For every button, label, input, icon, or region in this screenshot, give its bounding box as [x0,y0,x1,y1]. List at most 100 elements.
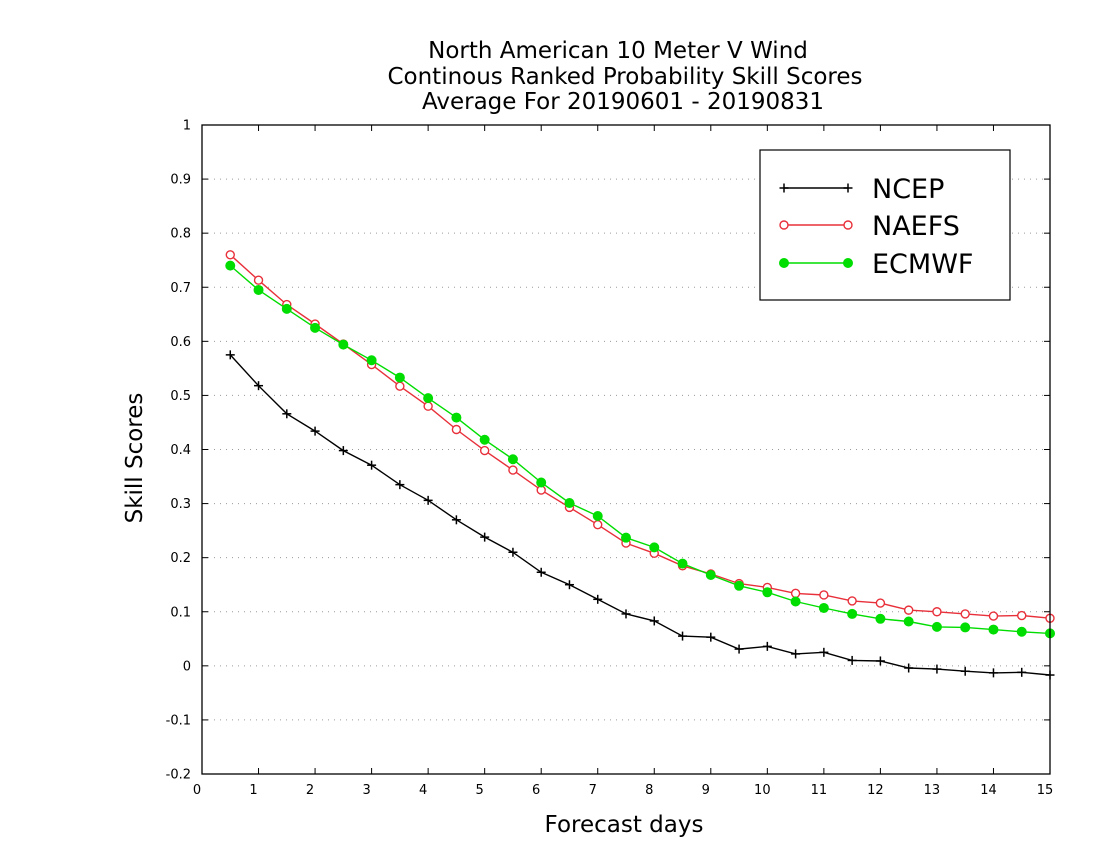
data-point-ecmwf [875,613,886,624]
data-point-naefs [423,401,433,411]
data-point-ncep [621,609,631,619]
data-point-ncep [706,632,716,642]
x-tick-label: 12 [867,783,884,798]
data-point-ecmwf [903,616,914,627]
data-point-ncep [564,580,574,590]
legend-label-naefs: NAEFS [872,211,960,242]
y-tick-label: 0.1 [170,605,191,620]
data-point-naefs [960,609,970,619]
legend-marker-ncep [843,183,853,193]
data-point-naefs [1017,610,1027,621]
data-point-naefs [903,605,914,615]
data-point-ecmwf [705,569,716,580]
data-point-ncep [593,594,603,604]
y-tick-label: 1 [183,119,191,134]
series-ncep [225,350,1055,680]
data-point-ncep [819,647,829,657]
data-point-ncep [875,656,885,666]
data-point-ecmwf [423,393,434,404]
data-point-ncep [225,350,235,360]
data-point-ncep [678,631,688,641]
x-tick-label: 10 [754,783,771,798]
x-tick-label: 15 [1037,783,1054,798]
data-point-ncep [480,532,490,542]
data-point-ecmwf [988,624,999,635]
data-point-naefs [451,424,462,435]
data-series [225,250,1055,680]
data-point-naefs [790,588,801,599]
x-tick-label: 1 [249,783,257,798]
data-point-ecmwf [536,477,547,488]
x-tick-label: 11 [811,783,828,798]
x-tick-label: 2 [306,783,314,798]
data-point-ncep [988,668,998,678]
data-point-ncep [508,547,518,557]
y-tick-label: -0.2 [166,768,191,783]
data-point-naefs [988,611,999,621]
data-point-ncep [310,426,320,436]
data-point-ecmwf [818,602,829,613]
y-tick-label: 0.7 [170,281,191,296]
y-tick-label: 0.5 [170,389,191,404]
chart-title-line-1: North American 10 Meter V Wind [428,38,808,64]
legend-item-naefs: NAEFS [779,211,960,242]
x-tick-label: 3 [362,783,370,798]
data-point-ecmwf [253,284,264,295]
chart-title: North American 10 Meter V Wind Continous… [387,38,862,115]
data-point-ncep [791,649,801,659]
data-point-naefs [875,598,886,608]
data-point-ncep [960,666,970,676]
series-line-naefs [229,254,1051,619]
data-point-ecmwf [564,498,575,509]
data-point-ncep [254,381,264,391]
data-point-ecmwf [734,580,745,591]
y-tick-label: 0.8 [170,227,191,242]
series-line-ncep [229,354,1051,676]
data-point-ecmwf [592,511,603,522]
data-point-naefs [225,250,235,260]
series-naefs [225,250,1055,623]
data-point-ncep [451,515,461,525]
y-tick-label: 0.4 [170,443,191,458]
x-tick-label: 13 [924,783,941,798]
data-point-ecmwf [621,532,631,543]
data-point-naefs [508,465,518,475]
data-point-ncep [367,460,377,470]
data-point-ncep [536,567,546,577]
y-tick-label: 0 [183,659,191,674]
y-tick-label: 0.6 [170,335,191,350]
data-point-ecmwf [1016,626,1027,637]
data-point-ncep [395,480,405,490]
data-point-naefs [253,275,264,285]
data-point-ecmwf [281,303,292,314]
y-tick-label: 0.3 [170,497,191,512]
data-point-ecmwf [649,542,660,553]
x-tick-label: 6 [532,783,540,798]
data-point-ncep [734,644,744,654]
data-point-ecmwf [479,434,490,445]
data-point-ncep [338,446,348,456]
y-tick-label: -0.1 [166,713,191,728]
legend-item-ecmwf: ECMWF [779,249,973,280]
data-point-ncep [762,641,772,651]
data-point-ecmwf [931,621,942,632]
chart-title-line-2: Continous Ranked Probability Skill Score… [387,64,862,90]
x-tick-label: 5 [476,783,484,798]
data-point-naefs [819,590,829,600]
x-tick-label: 14 [980,783,997,798]
data-point-ecmwf [366,355,377,366]
legend-marker-ecmwf [779,258,789,268]
legend-marker-naefs [843,220,853,230]
x-tick-label: 8 [645,783,653,798]
data-point-ecmwf [451,412,462,423]
legend-item-ncep: NCEP [779,174,944,205]
x-axis-label: Forecast days [545,812,704,838]
data-point-ncep [1017,667,1027,677]
data-point-ncep [847,655,857,665]
chart-title-line-3: Average For 20190601 - 20190831 [422,89,824,115]
data-point-naefs [593,519,603,530]
data-point-ncep [282,409,292,419]
x-tick-label: 7 [589,783,597,798]
